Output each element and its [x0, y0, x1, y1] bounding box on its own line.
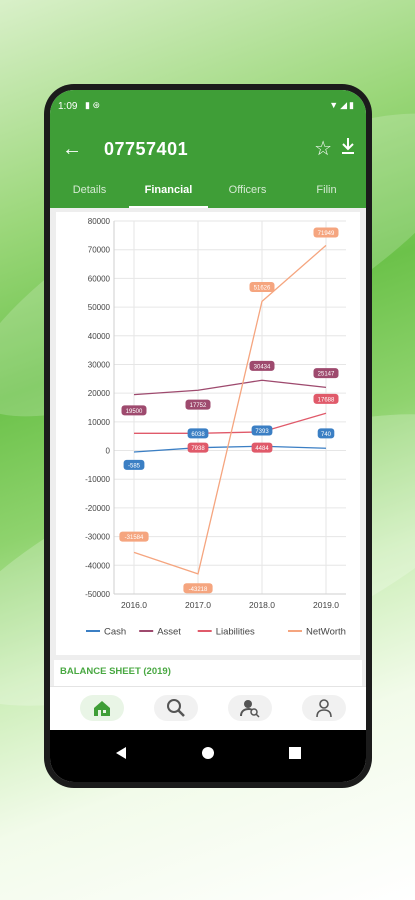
- financial-content[interactable]: 80000 70000 60000 50000 40000 30000 20000 10000…: [50, 208, 366, 700]
- data-label: 7938: [191, 446, 205, 452]
- y-tick-label: 0: [106, 447, 111, 456]
- y-tick-label: 60000: [88, 274, 111, 283]
- data-label: 6038: [191, 432, 205, 438]
- data-label-bg: [313, 227, 339, 238]
- nav-account-button[interactable]: [302, 695, 346, 721]
- home-building-icon: [94, 701, 110, 716]
- legend-label: Cash: [104, 627, 126, 638]
- y-tick-label: 70000: [88, 246, 111, 255]
- data-label: 25147: [318, 372, 335, 378]
- data-label-bg: [317, 428, 335, 439]
- series-line-networth: [133, 244, 327, 575]
- legend-label: Liabilities: [216, 627, 255, 638]
- balance-sheet-title: BALANCE SHEET (2019): [60, 666, 171, 677]
- search-icon: [167, 699, 185, 717]
- data-label-bg: [249, 281, 275, 292]
- data-label: 71949: [318, 231, 335, 237]
- page-title: 07757401: [104, 139, 189, 159]
- data-label-bg: [249, 360, 275, 371]
- legend-label: NetWorth: [306, 627, 346, 638]
- data-label-bg: [121, 405, 147, 416]
- tab-details[interactable]: Details: [72, 184, 107, 196]
- status-time: 1:09: [58, 101, 78, 112]
- back-triangle-icon[interactable]: [114, 746, 128, 760]
- y-tick-label: 80000: [88, 217, 111, 226]
- tab-financial[interactable]: Financial: [144, 184, 193, 196]
- data-label: 51626: [254, 285, 271, 291]
- series-line-cash: [133, 445, 327, 453]
- y-tick-label: 30000: [88, 360, 111, 369]
- data-label-bg: [251, 442, 273, 453]
- data-label-bg: [313, 393, 339, 404]
- data-label: 4484: [255, 446, 269, 452]
- x-tick-label: 2016.0: [121, 600, 147, 610]
- data-label: -31584: [125, 535, 144, 541]
- y-tick-label: 50000: [88, 303, 111, 312]
- data-label: 740: [321, 432, 332, 438]
- home-circle-icon[interactable]: [201, 746, 215, 760]
- signal-battery-icons: ▼◢▮: [329, 100, 356, 110]
- data-label: 19500: [126, 409, 143, 415]
- data-label: 17752: [190, 403, 207, 409]
- data-label: 30434: [254, 364, 271, 370]
- phone-screen: 1:09 ▮ ⊛ ▼◢▮ ← 07757401 ☆ Details Financ…: [50, 90, 366, 782]
- star-icon[interactable]: ☆: [314, 138, 332, 160]
- data-label: -585: [128, 463, 141, 469]
- notification-icons: ▮ ⊛: [85, 100, 100, 110]
- y-tick-label: 40000: [88, 332, 111, 341]
- y-tick-label: -40000: [85, 561, 110, 570]
- y-tick-label: 20000: [88, 389, 111, 398]
- nav-search-button[interactable]: [154, 695, 198, 721]
- phone-frame: 1:09 ▮ ⊛ ▼◢▮ ← 07757401 ☆ Details Financ…: [44, 84, 372, 788]
- chart-card: 80000 70000 60000 50000 40000 30000 20000 10000…: [56, 212, 360, 655]
- system-navigation-bar: [50, 730, 366, 782]
- y-tick-label: -20000: [85, 504, 110, 513]
- tab-filing[interactable]: Filin: [316, 184, 337, 196]
- bottom-navigation: [50, 686, 366, 731]
- recents-square-icon[interactable]: [288, 746, 302, 760]
- account-icon: [316, 699, 332, 718]
- data-label-bg: [187, 442, 209, 453]
- y-tick-label: -50000: [85, 590, 110, 599]
- data-label-bg: [187, 428, 209, 439]
- person-search-icon: [240, 700, 260, 718]
- nav-home-button[interactable]: [80, 695, 124, 721]
- data-label-bg: [185, 399, 211, 410]
- data-label: -43218: [189, 587, 208, 593]
- tab-officers[interactable]: Officers: [228, 184, 267, 196]
- tab-indicator: [129, 206, 208, 208]
- nav-officer-search-button[interactable]: [228, 695, 272, 721]
- y-tick-label: 10000: [88, 418, 111, 427]
- y-tick-label: -10000: [85, 475, 110, 484]
- y-tick-label: -30000: [85, 533, 110, 542]
- legend-label: Asset: [157, 627, 181, 638]
- x-tick-label: 2017.0: [185, 600, 211, 610]
- data-label-bg: [313, 368, 339, 379]
- download-icon[interactable]: [340, 136, 356, 156]
- data-label: 7393: [255, 429, 269, 435]
- data-label: 17688: [318, 397, 335, 403]
- data-label-bg: [123, 459, 145, 470]
- tab-bar: Details Financial Officers Filin: [50, 176, 366, 208]
- data-label-bg: [119, 531, 149, 542]
- series-line-asset: [133, 379, 327, 396]
- x-tick-label: 2019.0: [313, 600, 339, 610]
- back-arrow-icon[interactable]: ←: [62, 138, 82, 160]
- financial-line-chart: 80000 70000 60000 50000 40000 30000 20000 10000…: [85, 217, 346, 638]
- app-bar: ← 07757401 ☆: [50, 124, 366, 176]
- series-line-liabilities: [134, 412, 327, 434]
- x-tick-label: 2018.0: [249, 600, 275, 610]
- status-bar: 1:09 ▮ ⊛ ▼◢▮: [50, 90, 366, 124]
- data-label-bg: [183, 583, 213, 594]
- data-label-bg: [251, 425, 273, 436]
